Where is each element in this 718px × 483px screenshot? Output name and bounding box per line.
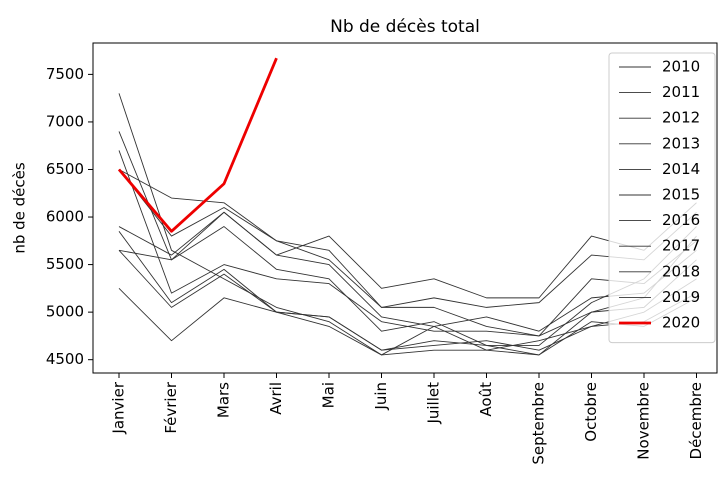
y-tick-label: 7000 xyxy=(46,112,84,130)
series-line xyxy=(118,288,697,356)
legend-label: 2014 xyxy=(662,160,700,178)
chart-title: Nb de décès total xyxy=(330,17,480,37)
y-tick-label: 6000 xyxy=(46,208,84,226)
x-tick-label: Avril xyxy=(267,382,285,415)
series-line xyxy=(118,226,697,346)
x-tick-label: Septembre xyxy=(530,382,548,465)
legend-label: 2020 xyxy=(662,314,700,332)
series-line xyxy=(117,57,278,233)
legend-label: 2015 xyxy=(662,186,700,204)
y-tick-label: 7500 xyxy=(46,65,84,83)
legend-box xyxy=(608,52,716,344)
y-axis-label: nb de décès xyxy=(11,162,29,254)
x-tick-label: Février xyxy=(162,381,180,433)
legend-label: 2016 xyxy=(662,211,700,229)
x-tick-label: Août xyxy=(477,382,495,417)
series-line xyxy=(118,93,697,356)
x-tick-label: Juillet xyxy=(425,382,443,425)
plot-frame xyxy=(92,42,718,374)
y-tick-label: 6500 xyxy=(46,160,84,178)
series-line xyxy=(118,211,697,332)
legend-label: 2019 xyxy=(662,288,700,306)
legend-label: 2011 xyxy=(662,83,700,101)
series-line xyxy=(118,131,697,299)
series-line xyxy=(118,169,697,337)
x-tick-label: Novembre xyxy=(635,382,653,460)
x-tick-label: Décembre xyxy=(687,382,705,459)
x-tick-label: Janvier xyxy=(110,381,128,434)
legend-label: 2018 xyxy=(662,262,700,280)
series-line xyxy=(118,169,697,308)
legend-label: 2017 xyxy=(662,237,700,255)
y-tick-label: 4500 xyxy=(46,350,84,368)
y-tick-label: 5000 xyxy=(46,303,84,321)
x-tick-label: Octobre xyxy=(582,382,600,442)
x-tick-label: Mai xyxy=(320,382,338,408)
y-tick-label: 5500 xyxy=(46,255,84,273)
legend-label: 2010 xyxy=(662,58,700,76)
x-tick-label: Mars xyxy=(215,382,233,418)
series-line xyxy=(118,231,697,351)
legend-label: 2013 xyxy=(662,134,700,152)
x-tick-label: Juin xyxy=(372,382,390,411)
series-line xyxy=(118,250,697,356)
legend-label: 2012 xyxy=(662,109,700,127)
legend: 2010 2011 2012 2013 2014 2015 2016 2017 2018 2019… xyxy=(608,52,716,344)
